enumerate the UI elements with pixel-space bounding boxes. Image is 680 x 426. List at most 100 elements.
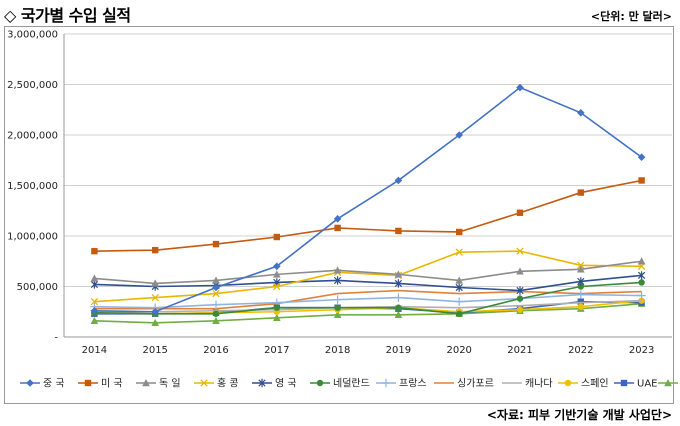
- legend-item: 미 국: [78, 378, 123, 390]
- legend-label: 네덜란드: [333, 378, 370, 390]
- data-point: [395, 227, 402, 235]
- x-tick-label: 2018: [325, 345, 350, 356]
- legend-label: 프랑스: [399, 378, 427, 390]
- data-point: [516, 267, 524, 275]
- series-중 국: [90, 83, 646, 316]
- legend-item: 스페인: [558, 378, 609, 390]
- x-tick-label: 2021: [507, 345, 532, 356]
- data-point: [90, 306, 99, 315]
- data-point: [577, 277, 585, 286]
- data-point: [212, 276, 220, 284]
- data-point: [455, 131, 463, 139]
- data-point: [394, 310, 403, 318]
- data-point: [577, 283, 584, 290]
- unit-label: <단위: 만 달러>: [590, 10, 672, 23]
- y-tick-label: 2,000,000: [7, 131, 58, 142]
- data-point: [516, 247, 524, 255]
- legend-label: UAE: [637, 379, 657, 390]
- data-point: [638, 279, 645, 286]
- legend-label: 캐나다: [525, 378, 553, 390]
- legend-item: 영 국: [252, 378, 297, 390]
- legend-marker: [620, 379, 628, 387]
- legend-item: 프랑스: [376, 378, 427, 390]
- data-point: [91, 247, 98, 255]
- y-tick-label: 500,000: [17, 282, 58, 293]
- data-point: [637, 271, 646, 280]
- y-axis: - 500,000 1,000,000 1,500,000 2,000,000 2,500…: [7, 30, 65, 344]
- data-point: [577, 303, 584, 310]
- x-tick-label: 2019: [386, 345, 411, 356]
- legend-marker: [200, 379, 208, 387]
- data-point: [456, 310, 463, 317]
- data-point: [577, 265, 585, 273]
- data-point: [333, 215, 342, 223]
- legend-label: 스페인: [581, 378, 609, 390]
- legend-marker: [258, 378, 266, 388]
- y-tick-label: 1,500,000: [7, 181, 58, 192]
- data-point: [212, 316, 220, 325]
- data-point: [394, 293, 403, 302]
- data-point: [152, 246, 159, 254]
- data-point: [577, 261, 585, 269]
- legend-marker: [564, 379, 572, 387]
- data-point: [576, 290, 585, 299]
- data-point: [637, 257, 646, 265]
- data-point: [212, 289, 220, 298]
- data-point: [333, 310, 342, 318]
- data-point: [212, 283, 220, 292]
- x-tick-label: 2020: [446, 345, 471, 356]
- data-point: [211, 300, 221, 309]
- data-point: [151, 279, 159, 287]
- data-point: [90, 316, 99, 325]
- x-tick-label: 2022: [568, 345, 593, 356]
- data-point: [273, 304, 280, 311]
- x-tick-label: 2014: [82, 345, 107, 356]
- data-point: [151, 318, 159, 327]
- data-point: [212, 240, 220, 248]
- series-lines: [90, 83, 646, 327]
- data-point: [638, 177, 645, 184]
- legend-item: 폴란드: [658, 379, 678, 387]
- data-point: [455, 248, 463, 256]
- data-point: [577, 189, 584, 196]
- y-tick-label: 3,000,000: [7, 30, 58, 41]
- series-line: [94, 260, 642, 285]
- chart-frame: [4, 26, 674, 404]
- x-tick-label: 2023: [629, 345, 654, 356]
- series-line: [94, 281, 642, 315]
- series-line: [94, 86, 643, 313]
- legend-item: 네덜란드: [310, 378, 370, 390]
- data-point: [516, 209, 524, 216]
- y-tick-label: -: [54, 333, 58, 344]
- data-point: [273, 262, 281, 271]
- data-point: [273, 282, 281, 291]
- data-point: [333, 295, 342, 304]
- data-point: [395, 304, 402, 311]
- data-point: [90, 280, 99, 289]
- data-point: [516, 83, 524, 92]
- legend-marker: [381, 378, 391, 388]
- legend-marker: [84, 379, 92, 387]
- data-point: [637, 153, 646, 162]
- data-point: [455, 297, 464, 306]
- legend-marker: [142, 379, 150, 387]
- legend: 중 국 미 국 독 일 홍 콩 영 국 네덜란드 프랑스 싱가포르 캐나다 스페인 UAE폴란드: [20, 377, 678, 390]
- series-독 일: [90, 257, 646, 287]
- legend-marker: [664, 379, 672, 387]
- x-tick-label: 2015: [142, 345, 167, 356]
- series-line: [94, 250, 642, 303]
- data-point: [90, 274, 99, 282]
- data-point: [455, 276, 463, 284]
- data-point: [333, 276, 342, 285]
- page-title: ◇ 국가별 수입 실적: [4, 6, 131, 25]
- legend-label: 미 국: [101, 378, 123, 390]
- legend-item: UAE: [614, 379, 657, 390]
- source-note: <자료: 피부 기반기술 개발 사업단>: [486, 408, 672, 422]
- data-point: [334, 224, 341, 232]
- data-point: [334, 304, 341, 311]
- data-point: [151, 293, 159, 302]
- data-point: [394, 279, 403, 288]
- data-point: [394, 176, 403, 185]
- data-point: [516, 286, 524, 295]
